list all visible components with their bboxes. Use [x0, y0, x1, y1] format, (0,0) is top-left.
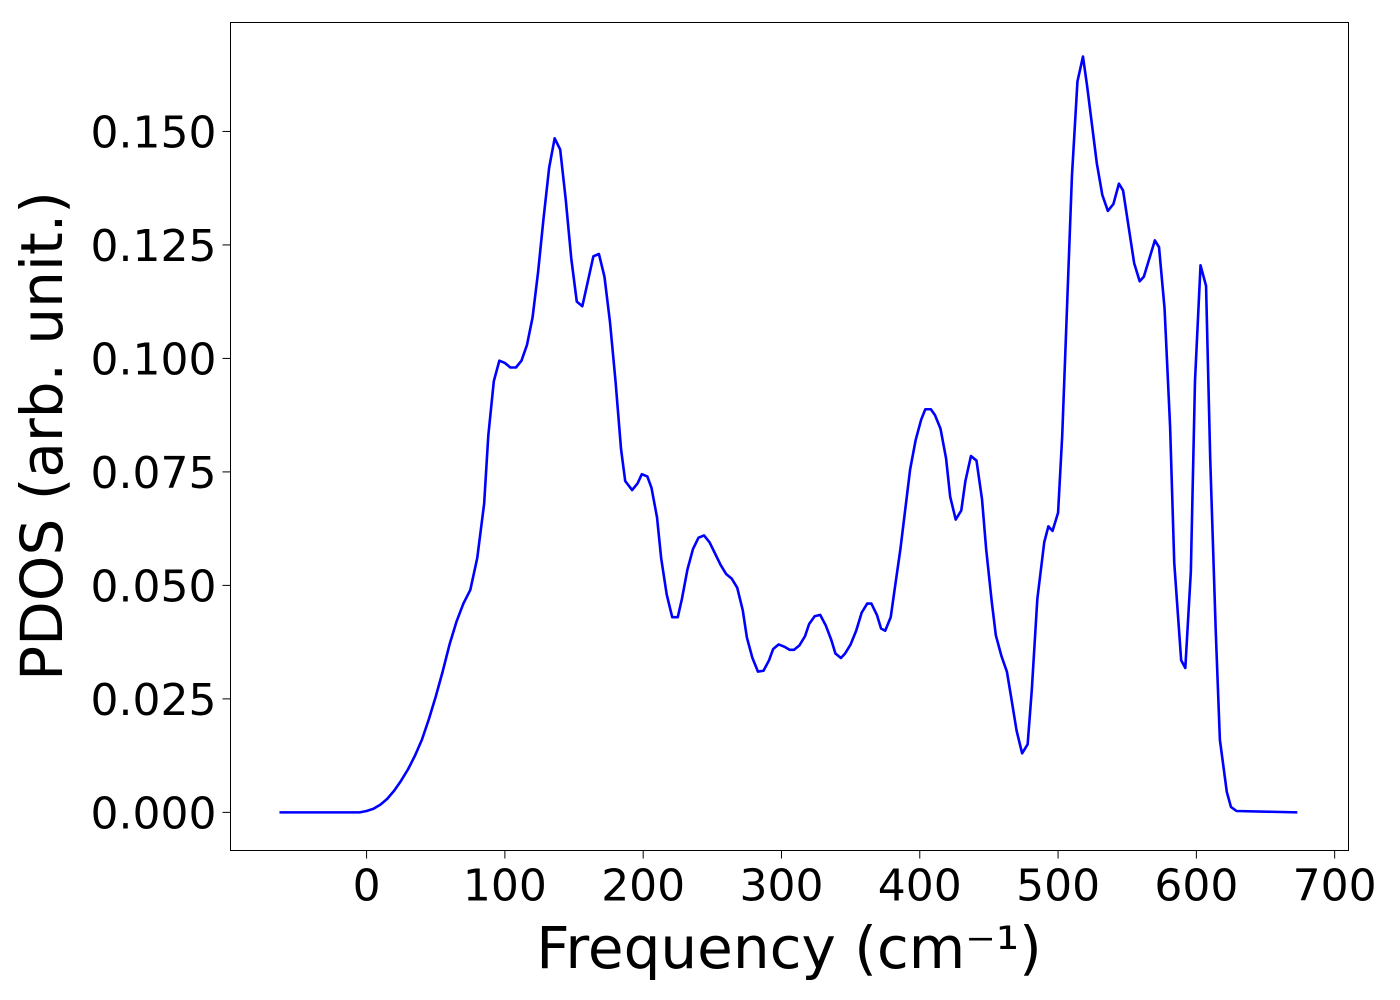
- x-tick-label: 700: [1293, 861, 1377, 912]
- y-axis-label: PDOS (arb. unit.): [8, 191, 76, 681]
- x-tick-label: 600: [1154, 861, 1238, 912]
- y-tick-label: 0.100: [91, 334, 217, 385]
- x-tick-label: 300: [739, 861, 823, 912]
- x-tick-label: 400: [878, 861, 962, 912]
- y-tick-label: 0.025: [91, 675, 217, 726]
- y-tick-label: 0.075: [91, 448, 217, 499]
- data-line: [279, 55, 1298, 814]
- plot-frame: [230, 22, 1349, 851]
- x-tick-label: 100: [463, 861, 547, 912]
- x-axis-label: Frequency (cm⁻¹): [536, 914, 1042, 982]
- x-tick-label: 500: [1016, 861, 1100, 912]
- x-tick-label: 0: [353, 861, 381, 912]
- y-tick-label: 0.150: [91, 107, 217, 158]
- x-tick-label: 200: [601, 861, 685, 912]
- y-tick-label: 0.050: [91, 561, 217, 612]
- y-tick-label: 0.125: [91, 221, 217, 272]
- y-tick-label: 0.000: [91, 788, 217, 839]
